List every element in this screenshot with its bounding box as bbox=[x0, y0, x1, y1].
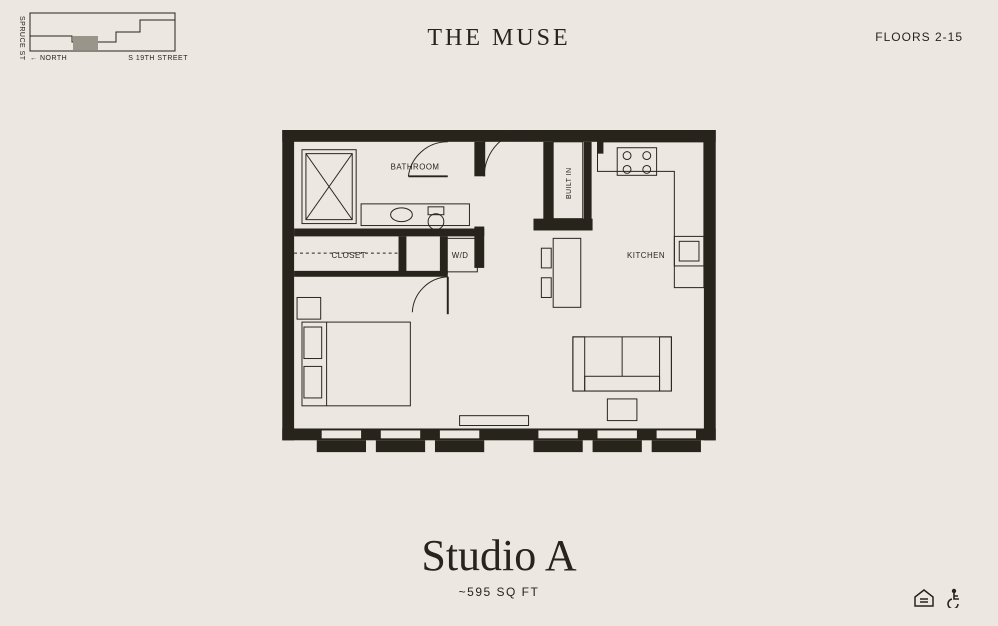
label-wd: W/D bbox=[452, 251, 469, 260]
label-kitchen: KITCHEN bbox=[627, 251, 665, 260]
keymap: SPRUCE ST ← NORTH S 19TH STREET bbox=[20, 8, 190, 63]
label-closet: CLOSET bbox=[332, 251, 366, 260]
unit-sqft: ~595 SQ FT bbox=[459, 585, 540, 599]
floorplan: BATHROOM CLOSET W/D KITCHEN BUILT IN bbox=[279, 130, 719, 460]
brand-title: THE MUSE bbox=[427, 25, 570, 52]
equal-housing-icon bbox=[913, 589, 935, 607]
keymap-street-horizontal: S 19TH STREET bbox=[128, 55, 188, 62]
accessibility-icon bbox=[945, 588, 963, 608]
unit-name: Studio A bbox=[421, 530, 576, 581]
keymap-highlight bbox=[73, 36, 98, 50]
fixtures bbox=[294, 142, 704, 426]
floorplan-svg: BATHROOM CLOSET W/D KITCHEN BUILT IN bbox=[279, 130, 719, 460]
label-bathroom: BATHROOM bbox=[391, 162, 440, 171]
floors-label: FLOORS 2-15 bbox=[875, 30, 963, 44]
keymap-street-vertical: SPRUCE ST bbox=[18, 16, 25, 61]
footer-icons bbox=[913, 588, 963, 608]
keymap-north-label: ← NORTH bbox=[30, 55, 67, 62]
keymap-svg bbox=[20, 8, 180, 54]
label-builtin: BUILT IN bbox=[566, 167, 573, 199]
